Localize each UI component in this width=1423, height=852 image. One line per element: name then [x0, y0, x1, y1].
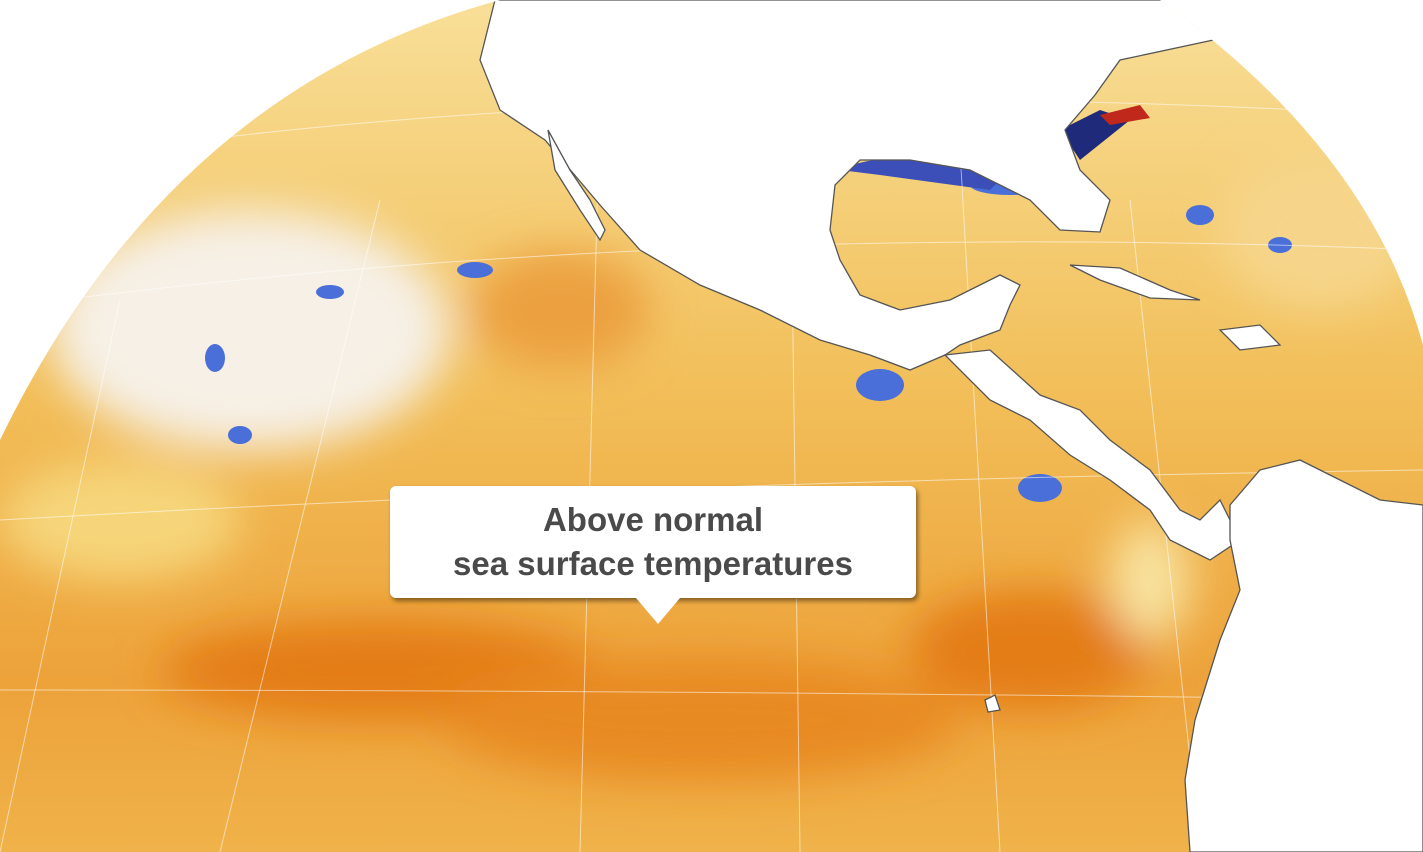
callout-line-1: Above normal	[542, 501, 764, 538]
land	[479, 0, 1423, 852]
baja-california	[547, 129, 606, 242]
callout-line-2: sea surface temperatures	[453, 545, 853, 582]
south-america	[1184, 459, 1423, 852]
north-america	[479, 0, 1423, 371]
hispaniola	[1218, 324, 1282, 351]
annotation-callout: Above normal sea surface temperatures	[390, 486, 916, 624]
galapagos	[984, 694, 1001, 713]
cuba	[1069, 264, 1201, 301]
anomaly-patches	[0, 150, 1420, 780]
